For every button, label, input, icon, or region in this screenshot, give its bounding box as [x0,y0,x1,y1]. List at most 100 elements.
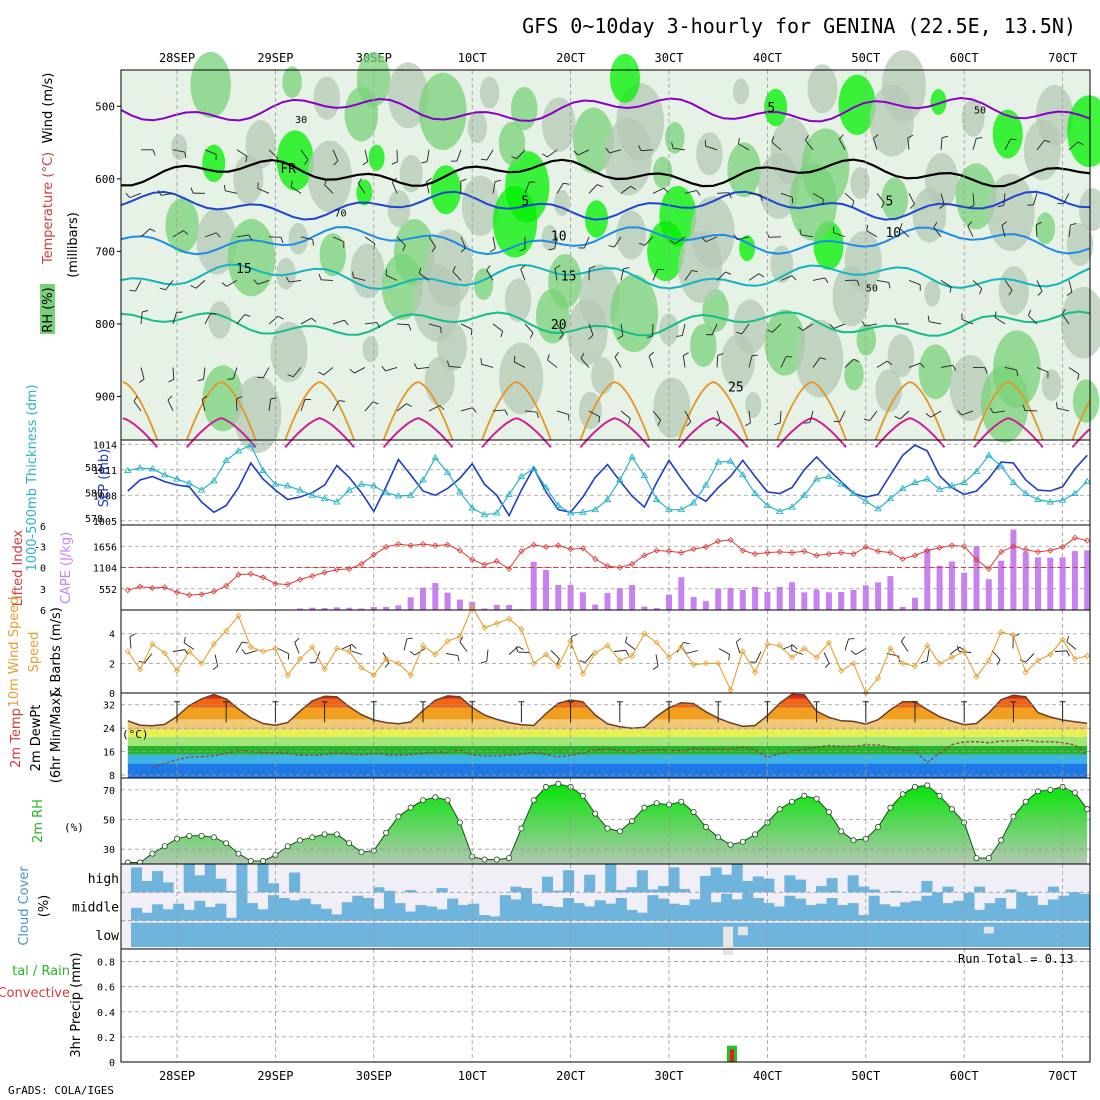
wind-barb-flag [771,136,775,143]
li-marker [1022,546,1029,553]
rh-contour-fill [381,253,423,320]
wind-barb-flag [1008,289,1013,296]
rh-marker [210,834,217,841]
wind-marker [665,654,673,661]
wind-barb-flag [919,362,925,368]
cloud-row-label: middle [72,901,119,916]
cloud-cell-middle [383,892,395,921]
cloud-cell-middle [278,898,290,921]
cape-bar [825,592,832,610]
li-marker [493,558,500,565]
wind-barb-flag [760,194,763,201]
cloud-cell-high [183,864,195,893]
wind-barb [486,649,489,662]
wind-barb [655,654,659,667]
wind-barb [183,642,195,650]
wind-marker [149,641,156,648]
wind-barb [236,234,249,238]
cape-bar [961,572,968,610]
wind-barb-flag [248,234,253,241]
wind-barb-flag [1066,291,1073,296]
li-marker [370,551,377,558]
cloud-cell-middle [310,904,322,921]
li-marker [530,541,537,548]
wind-barb [1028,315,1038,325]
wind-barb [1004,367,1017,371]
cloud-cell-high [510,886,522,893]
li-marker [911,552,919,559]
rh-marker [407,804,414,811]
wind-barb-flag [548,248,555,251]
precip-total-label: tal / Rain [12,964,70,979]
wind-barb-flag [715,422,721,427]
thickness-marker [665,505,673,513]
wind-barb [930,410,942,418]
wind-barb [1004,138,1011,151]
wind-barb [614,236,622,248]
wind-barb-flag [1027,309,1032,316]
cloud-cell-middle [489,916,501,921]
wind-barb-flag [312,239,314,246]
wind-barb-flag [805,135,809,141]
thickness-marker [800,491,809,498]
wind-barb [460,323,472,330]
cloud-cell-middle [457,905,469,921]
cloud-cell-high [794,879,806,893]
rh-contour-fill [678,231,723,303]
li-marker [862,543,869,551]
wind-barb-flag [1001,221,1007,226]
wind-barb [257,279,270,285]
thickness-marker [837,480,845,487]
bottom-date-label: 10CT [458,1069,487,1083]
cape-bar [604,593,611,610]
wind-barb [620,323,624,336]
thickness-marker [517,472,526,479]
cloud-cell-middle [953,900,965,921]
rh-contour-fill [875,369,902,413]
wind-marker [493,620,500,627]
wind-barb [780,275,793,281]
li-marker [838,549,845,556]
cloud-cell-middle [647,895,659,921]
thickness-marker [603,495,612,502]
rh-contour-fill [473,268,494,300]
cape-bar [690,596,697,610]
rh-contour-fill [949,354,991,421]
wind-barb-flag [257,376,264,379]
wind-barb-flag [941,135,948,139]
wind-barb-flag [907,134,914,139]
cloud-cell-middle [468,903,480,921]
wind-marker [223,627,230,634]
cloud-cell-middle [1005,908,1017,921]
cloud-cell-middle [837,905,849,921]
cloud-cell-high [763,878,775,893]
cape-bar [579,592,586,610]
isotherm-label: 15 [236,262,252,277]
wind-marker [530,660,537,667]
rh-tick-label: 70 [103,786,115,797]
wind-barb-flag [280,237,284,244]
thickness-marker [148,465,157,472]
wind-barb [332,319,345,325]
rh-contour-fill [202,365,244,432]
thickness-marker [394,492,403,499]
isotherm-line [120,263,1091,290]
rh-contour-fill [844,358,864,391]
cloud-cell-middle [236,892,248,921]
wind-barb-flag [1077,374,1080,381]
wind-marker [579,670,586,677]
wind-barb-flag [168,379,175,383]
isotherm-label: 5 [885,195,893,210]
wind-barb-flag [318,371,324,376]
wind-barb-flag [556,658,560,665]
rh-marker [985,855,992,862]
li-marker [604,563,611,570]
thickness-marker [1058,496,1067,503]
rh-contour-fill [733,78,750,105]
cape-bar [973,546,980,610]
rh-marker [739,838,746,845]
cape-bar [629,584,636,610]
wind-marker [1047,651,1054,658]
rh-contour-fill [609,53,641,103]
wind-marker [260,648,267,655]
